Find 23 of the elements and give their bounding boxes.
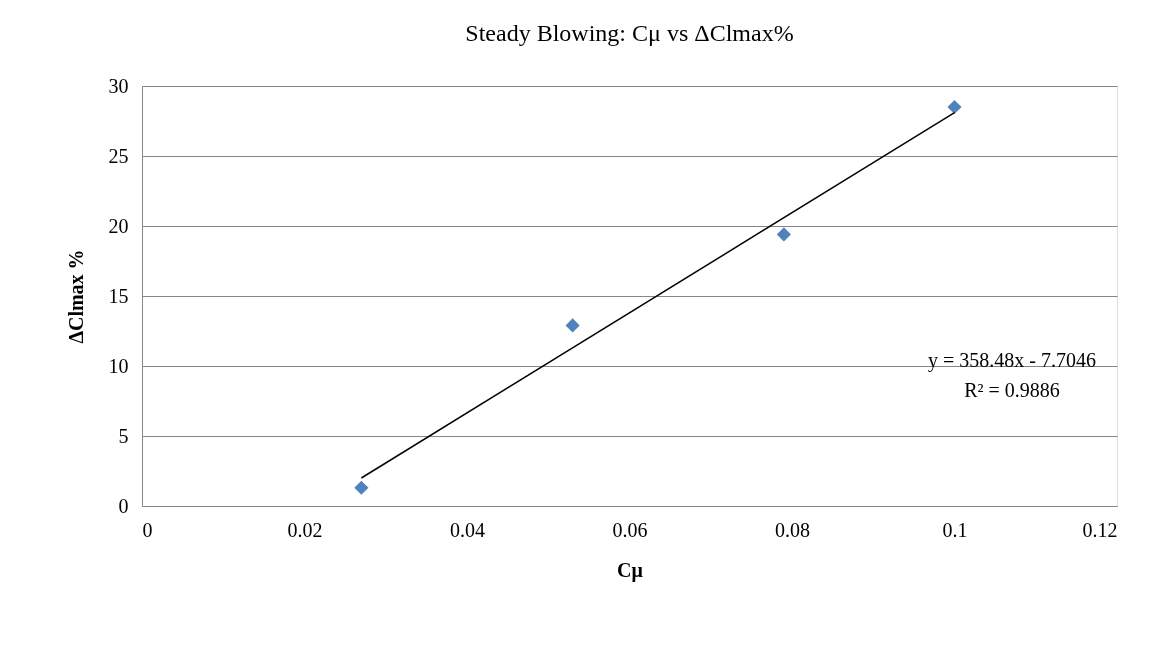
x-tick-label: 0.12 (1082, 518, 1118, 541)
y-tick-label: 20 (108, 214, 129, 237)
y-tick-label: 5 (118, 424, 129, 447)
x-tick-label: 0.06 (612, 518, 648, 541)
point (947, 99, 962, 115)
y-tick-label: 15 (108, 284, 129, 307)
point (565, 318, 580, 333)
annotation: y = 358.48x - 7.7046 (928, 349, 1096, 372)
chart-title: Steady Blowing: Cμ vs ΔClmax% (465, 20, 794, 46)
point (354, 480, 369, 495)
y-tick-label: 25 (108, 144, 129, 167)
y-tick-label: 10 (108, 354, 129, 377)
y-axis-title: ΔClmax % (64, 249, 87, 344)
x-tick-label: 0.08 (775, 518, 810, 541)
y-tick-label: 0 (118, 494, 129, 517)
y-tick-label: 30 (108, 74, 129, 97)
point (776, 227, 791, 242)
x-tick-label: 0.02 (287, 518, 323, 541)
x-tick-label: 0.1 (942, 518, 968, 541)
annotation: R² = 0.9886 (964, 379, 1060, 401)
x-tick-label: 0 (142, 518, 153, 541)
x-tick-label: 0.04 (450, 518, 485, 541)
x-axis-title: Cμ (617, 558, 644, 582)
